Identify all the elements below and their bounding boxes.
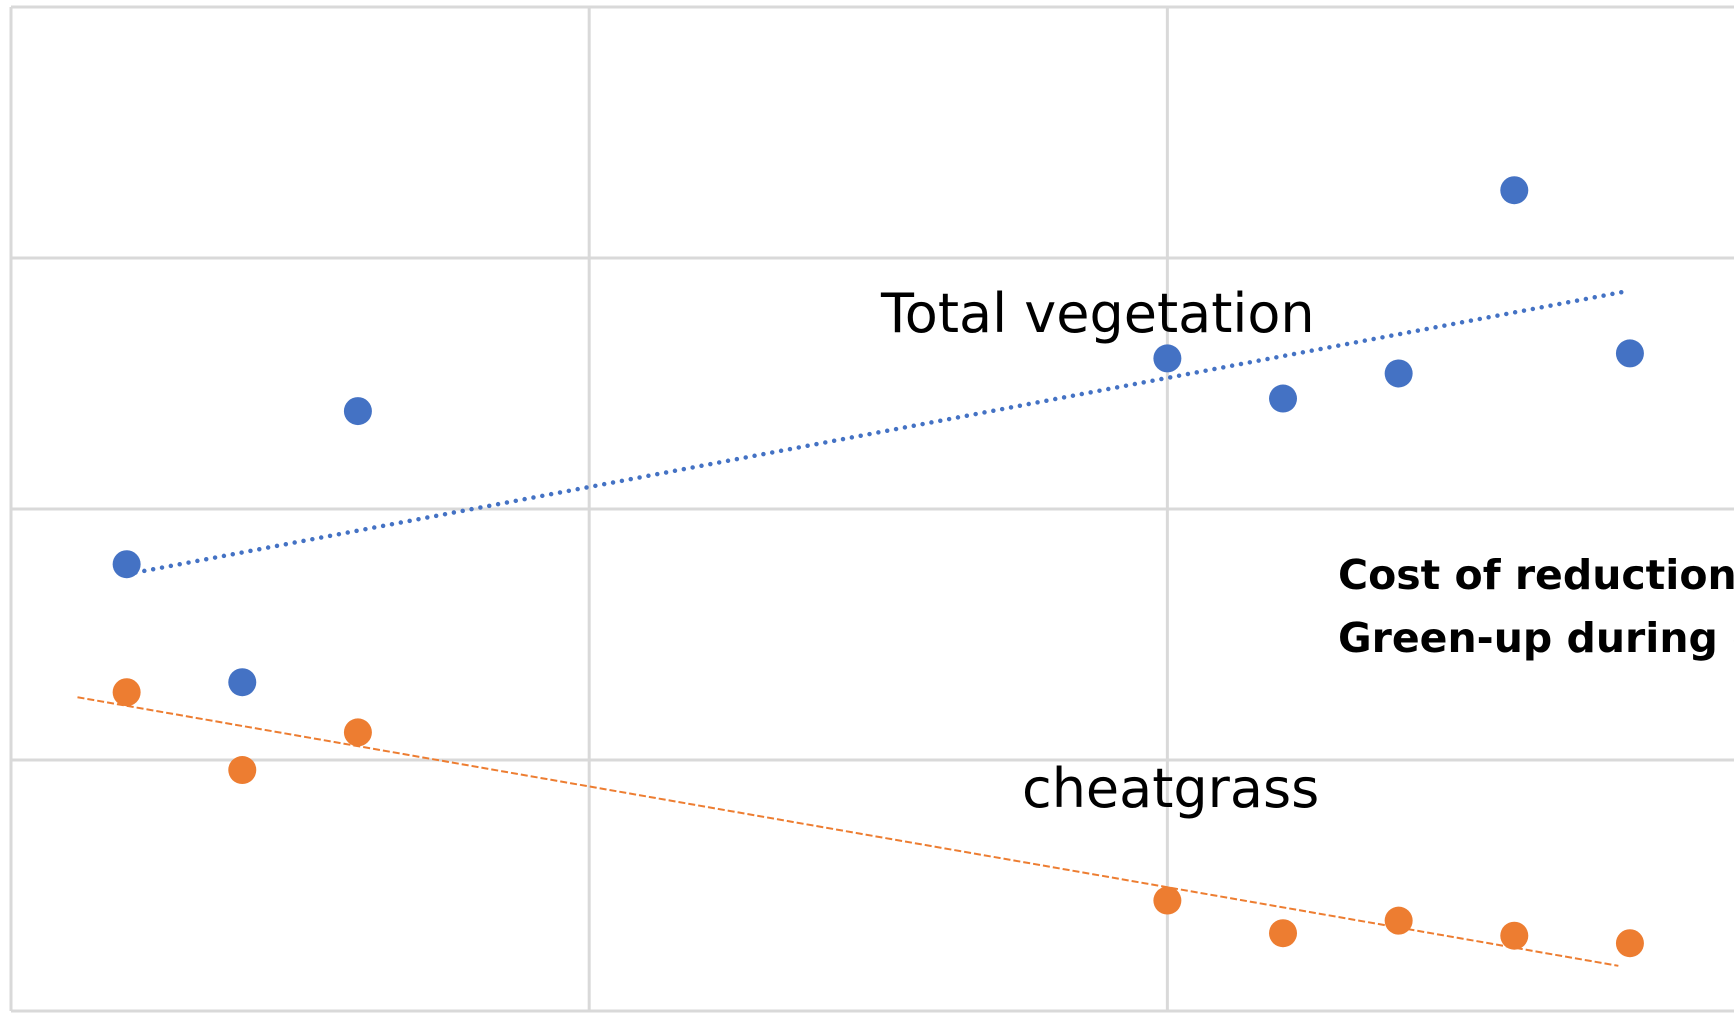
point — [1500, 921, 1529, 950]
point — [112, 678, 141, 707]
annotation: Green-up during d — [1338, 614, 1734, 662]
point — [1615, 339, 1644, 368]
point — [1615, 929, 1644, 958]
point — [1269, 919, 1298, 948]
annotation: Cost of reduction = — [1338, 551, 1734, 599]
point — [228, 668, 257, 697]
trendline — [124, 288, 1633, 577]
point — [1384, 906, 1413, 935]
annotation: cheatgrass — [1022, 757, 1319, 820]
grid — [9, 5, 1734, 1013]
point — [1153, 886, 1182, 915]
point — [1500, 176, 1529, 205]
point — [343, 397, 372, 426]
point — [112, 550, 141, 579]
trendline — [77, 696, 1619, 967]
annotation: Total vegetation — [880, 282, 1315, 345]
point — [1153, 344, 1182, 373]
marks — [77, 176, 1644, 967]
point — [343, 718, 372, 747]
point — [228, 756, 257, 785]
point — [1269, 384, 1298, 413]
point — [1384, 359, 1413, 388]
